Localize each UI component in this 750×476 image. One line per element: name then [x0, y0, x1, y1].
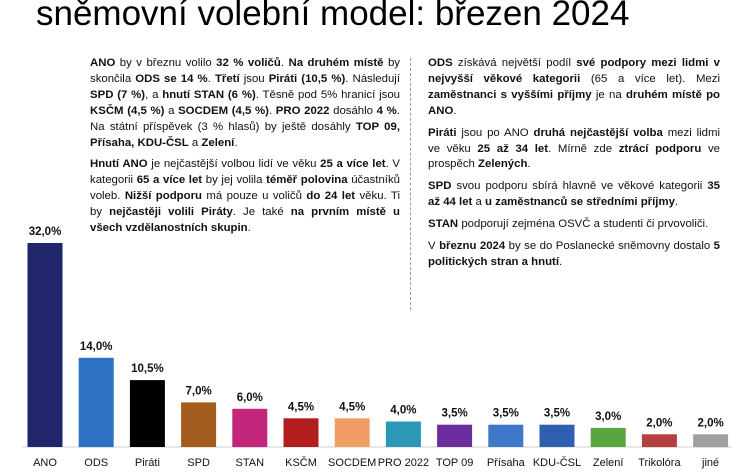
category-label-4: STAN [236, 457, 265, 469]
value-label-2: 10,5% [131, 363, 164, 375]
commentary-right-p4: STAN podporují zejména OSVČ a studenti č… [428, 218, 709, 231]
commentary-right-p2: Piráti jsou po ANO druhá nejčastější vol… [428, 126, 721, 171]
bar-1 [78, 357, 114, 448]
value-label-3: 7,0% [185, 385, 211, 397]
bar-11 [590, 427, 626, 447]
bar-13 [693, 434, 729, 448]
commentary-right-p5: V březnu 2024 by se do Poslanecké sněmov… [428, 240, 721, 268]
value-label-1: 14,0% [80, 341, 113, 353]
category-label-1: ODS [84, 457, 108, 469]
bar-12 [641, 434, 677, 448]
value-label-7: 4,0% [390, 405, 416, 417]
category-label-12: Trikolóra [638, 457, 681, 469]
bar-7 [385, 421, 421, 447]
value-label-0: 32,0% [29, 226, 62, 238]
value-label-13: 2,0% [697, 417, 723, 429]
category-label-10: KDU-ČSL [533, 456, 581, 469]
category-label-7: PRO 2022 [378, 457, 429, 469]
bar-8 [437, 424, 473, 447]
commentary-left: ANO by v březnu volilo 32 % voličů. Na d… [90, 56, 400, 237]
slide-title: sněmovní volební model: březen 2024 [36, 0, 630, 33]
bar-3 [181, 402, 217, 447]
category-label-0: ANO [33, 457, 57, 469]
category-label-6: SOCDEM [328, 457, 376, 469]
value-label-4: 6,0% [237, 392, 263, 404]
commentary-right-p3: SPD svou podporu sbírá hlavně ve věkové … [428, 180, 720, 209]
commentary-left-p1: ANO by v březnu volilo 32 % voličů. Na d… [90, 57, 400, 149]
bar-10 [539, 424, 575, 447]
commentary-divider [410, 58, 411, 310]
bar-2 [129, 380, 165, 447]
value-label-5: 4,5% [288, 401, 314, 413]
category-label-8: TOP 09 [436, 457, 474, 469]
bar-9 [488, 424, 524, 447]
value-label-11: 3,0% [595, 411, 621, 423]
commentary-left-p2: Hnutí ANO je nejčastější volbou lidí ve … [90, 158, 400, 235]
category-labels-layer: ANO ODS Piráti SPD STAN KSČM SOCDEM PRO 2022 TOP… [33, 456, 719, 469]
value-label-9: 3,5% [493, 408, 519, 420]
commentary-right: ODS získává největší podíl své podpory m… [428, 56, 720, 271]
category-label-3: SPD [187, 457, 210, 469]
category-label-5: KSČM [285, 456, 317, 469]
value-label-8: 3,5% [441, 408, 467, 420]
value-label-10: 3,5% [544, 408, 570, 420]
commentary-right-p1: ODS získává největší podíl své podpory m… [428, 57, 720, 117]
value-label-6: 4,5% [339, 401, 365, 413]
category-label-2: Piráti [135, 457, 160, 469]
bar-4 [232, 408, 268, 448]
bars-layer [27, 243, 729, 448]
bar-5 [283, 418, 319, 447]
bar-6 [334, 418, 370, 447]
category-label-9: Přísaha [487, 457, 526, 469]
category-label-11: Zelení [593, 457, 624, 469]
bar-0 [27, 243, 63, 447]
value-label-12: 2,0% [646, 417, 672, 429]
category-label-13: jiné [701, 457, 719, 469]
value-labels-layer: 32,0% 14,0% 10,5% 7,0% 6,0% 4,5% 4,5% 4,0% 3,5% 3… [29, 226, 724, 429]
